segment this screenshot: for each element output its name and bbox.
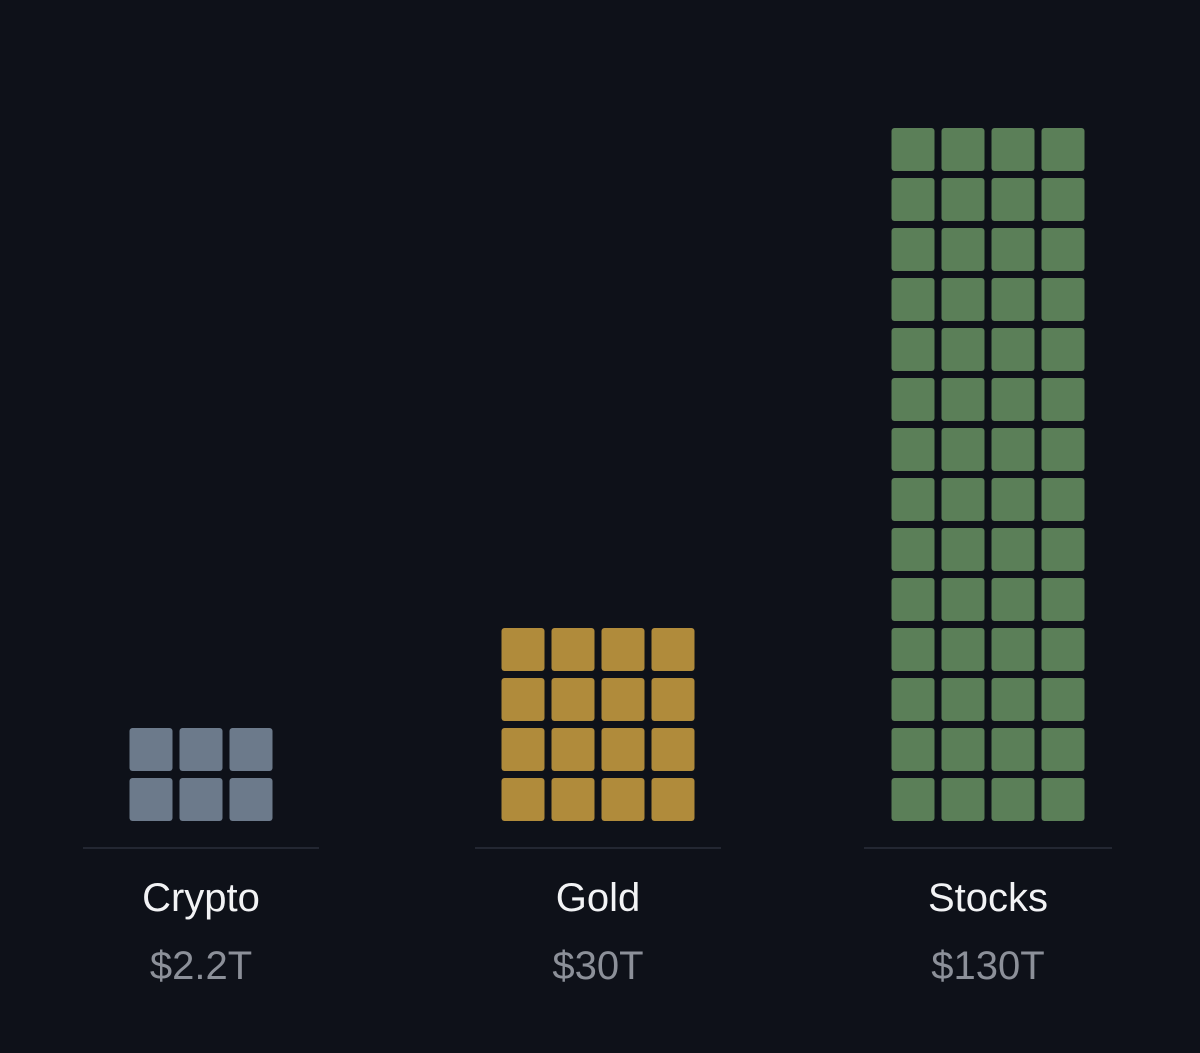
block <box>179 728 223 771</box>
block <box>941 178 985 221</box>
block <box>891 528 935 571</box>
block <box>891 678 935 721</box>
block <box>991 228 1035 271</box>
block <box>991 778 1035 821</box>
block <box>1041 728 1085 771</box>
block <box>991 278 1035 321</box>
block <box>991 378 1035 421</box>
block <box>1041 428 1085 471</box>
block <box>501 628 545 671</box>
block <box>941 128 985 171</box>
block <box>601 678 645 721</box>
value-label: $30T <box>552 944 643 988</box>
block <box>891 328 935 371</box>
block <box>1041 528 1085 571</box>
block <box>129 778 173 821</box>
block <box>1041 178 1085 221</box>
block <box>941 478 985 521</box>
block <box>991 478 1035 521</box>
block <box>991 578 1035 621</box>
block <box>891 578 935 621</box>
block <box>601 778 645 821</box>
block <box>551 778 595 821</box>
block <box>501 778 545 821</box>
block <box>601 628 645 671</box>
block <box>991 128 1035 171</box>
category-label: Stocks <box>928 876 1048 920</box>
block <box>941 428 985 471</box>
block <box>1041 228 1085 271</box>
block <box>551 678 595 721</box>
block <box>991 628 1035 671</box>
block <box>551 628 595 671</box>
block <box>1041 378 1085 421</box>
block <box>651 678 695 721</box>
waffle-group <box>129 728 273 821</box>
block <box>941 378 985 421</box>
block <box>891 628 935 671</box>
block <box>891 228 935 271</box>
block <box>1041 628 1085 671</box>
block <box>891 778 935 821</box>
block <box>891 378 935 421</box>
block <box>601 728 645 771</box>
waffle-group <box>501 628 695 821</box>
block <box>891 178 935 221</box>
block <box>1041 678 1085 721</box>
category-label: Gold <box>556 876 641 920</box>
block <box>501 728 545 771</box>
block <box>891 478 935 521</box>
block <box>1041 578 1085 621</box>
block <box>991 178 1035 221</box>
block <box>941 578 985 621</box>
block <box>991 328 1035 371</box>
block <box>551 728 595 771</box>
block <box>1041 328 1085 371</box>
block <box>891 278 935 321</box>
block <box>991 428 1035 471</box>
block <box>891 728 935 771</box>
block <box>129 728 173 771</box>
block <box>941 528 985 571</box>
value-label: $130T <box>931 944 1044 988</box>
block <box>941 278 985 321</box>
block <box>651 728 695 771</box>
block <box>891 428 935 471</box>
block <box>991 728 1035 771</box>
value-label: $2.2T <box>150 944 252 988</box>
block <box>991 528 1035 571</box>
block <box>651 628 695 671</box>
block <box>501 678 545 721</box>
block <box>651 778 695 821</box>
block <box>941 778 985 821</box>
block <box>229 728 273 771</box>
block <box>1041 478 1085 521</box>
block <box>1041 128 1085 171</box>
block <box>1041 778 1085 821</box>
block <box>941 328 985 371</box>
block <box>941 728 985 771</box>
block <box>941 228 985 271</box>
block <box>1041 278 1085 321</box>
block <box>941 678 985 721</box>
block <box>991 678 1035 721</box>
block <box>229 778 273 821</box>
waffle-group <box>891 128 1085 821</box>
block <box>941 628 985 671</box>
block <box>179 778 223 821</box>
category-label: Crypto <box>142 876 260 920</box>
block <box>891 128 935 171</box>
